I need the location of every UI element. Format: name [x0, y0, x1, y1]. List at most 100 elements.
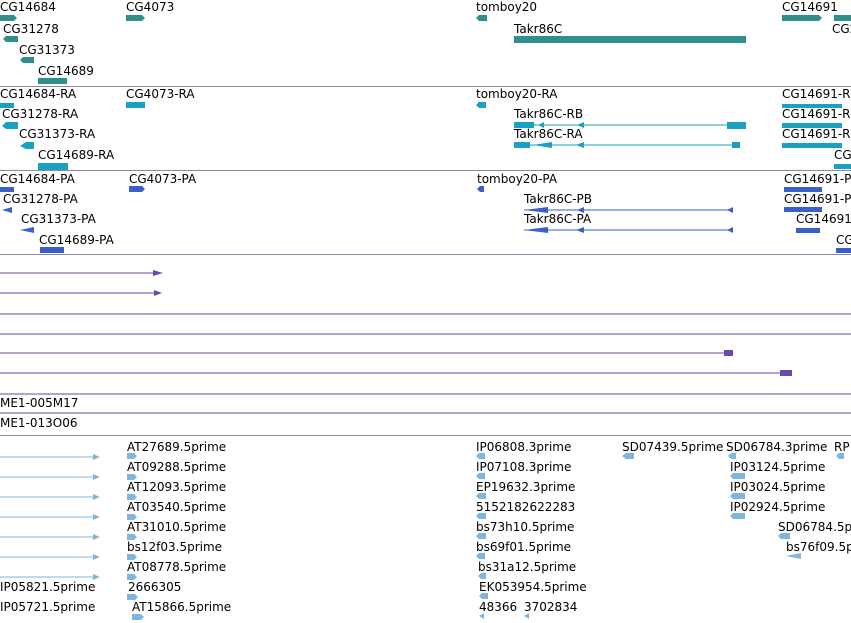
transcript-glyph[interactable] — [577, 122, 584, 128]
protein-glyph[interactable] — [2, 207, 12, 213]
transcript-label[interactable]: CG2 — [834, 148, 851, 162]
protein-glyph[interactable] — [0, 187, 14, 192]
est-label[interactable]: SD06784.3prime — [726, 440, 828, 454]
est-label[interactable]: IP05821.5prime — [0, 580, 96, 594]
alignment-glyph[interactable] — [154, 290, 162, 296]
est-label[interactable]: IP07108.3prime — [476, 460, 572, 474]
gene-label[interactable]: CG14684 — [0, 0, 56, 14]
est-glyph[interactable] — [479, 613, 484, 619]
gene-label[interactable]: CG31373 — [19, 43, 75, 57]
protein-glyph[interactable] — [20, 227, 34, 233]
est-glyph[interactable] — [479, 593, 488, 599]
est-label[interactable]: AT31010.5prime — [127, 520, 227, 534]
protein-glyph[interactable] — [524, 227, 548, 233]
protein-label[interactable]: CG14691 — [796, 212, 851, 226]
est-label[interactable]: bs76f09.5p — [786, 540, 851, 554]
est-glyph[interactable] — [476, 473, 485, 479]
est-glyph[interactable] — [93, 474, 100, 480]
transcript-label[interactable]: CG4073-RA — [126, 87, 195, 101]
est-label[interactable]: IP02924.5prime — [730, 500, 826, 514]
protein-glyph[interactable] — [727, 227, 733, 233]
est-glyph[interactable] — [730, 513, 745, 519]
est-glyph[interactable] — [730, 493, 745, 499]
est-glyph[interactable] — [93, 454, 100, 460]
est-glyph[interactable] — [476, 493, 486, 499]
est-label[interactable]: IP03024.5prime — [730, 480, 826, 494]
est-label[interactable]: AT03540.5prime — [127, 500, 227, 514]
transcript-glyph[interactable] — [38, 163, 68, 170]
est-label[interactable]: AT15866.5prime — [132, 600, 232, 614]
est-label[interactable]: bs69f01.5prime — [476, 540, 572, 554]
est-label[interactable]: IP03124.5prime — [730, 460, 826, 474]
gene-label[interactable]: CG14689 — [38, 64, 94, 78]
est-glyph[interactable] — [524, 613, 529, 619]
est-glyph[interactable] — [127, 494, 137, 500]
protein-glyph[interactable] — [727, 207, 733, 213]
est-glyph[interactable] — [93, 494, 100, 500]
transcript-glyph[interactable] — [538, 122, 544, 128]
est-glyph[interactable] — [728, 453, 736, 459]
alignment-label[interactable]: ME1-005M17 — [0, 396, 79, 410]
protein-label[interactable]: CG4073-PA — [129, 172, 197, 186]
gene-glyph[interactable] — [3, 36, 18, 42]
est-label[interactable]: EK053954.5prime — [479, 580, 587, 594]
est-label[interactable]: IP06808.3prime — [476, 440, 572, 454]
protein-glyph[interactable] — [524, 207, 548, 213]
est-glyph[interactable] — [127, 554, 137, 560]
alignment-glyph[interactable] — [153, 270, 163, 276]
est-glyph[interactable] — [476, 453, 485, 459]
gene-glyph[interactable] — [834, 15, 851, 21]
est-label[interactable]: AT08778.5prime — [127, 560, 227, 574]
gene-glyph[interactable] — [126, 15, 145, 21]
protein-glyph[interactable] — [129, 186, 145, 192]
transcript-label[interactable]: CG14684-RA — [0, 87, 77, 101]
transcript-glyph[interactable] — [732, 142, 740, 148]
transcript-label[interactable]: Takr86C-RA — [514, 127, 583, 141]
est-label[interactable]: 3702834 — [524, 600, 578, 614]
protein-label[interactable]: CG14691-P — [784, 192, 851, 206]
est-label[interactable]: bs73h10.5prime — [476, 520, 575, 534]
protein-glyph[interactable] — [576, 227, 584, 233]
est-glyph[interactable] — [786, 553, 801, 559]
transcript-label[interactable]: tomboy20-RA — [476, 87, 558, 101]
transcript-glyph[interactable] — [514, 142, 530, 148]
est-glyph[interactable] — [730, 473, 745, 479]
protein-label[interactable]: CG14684-PA — [0, 172, 75, 186]
transcript-glyph[interactable] — [20, 142, 34, 149]
protein-label[interactable]: CG31278-PA — [3, 192, 78, 206]
transcript-glyph[interactable] — [727, 122, 746, 129]
est-glyph[interactable] — [622, 453, 634, 459]
protein-label[interactable]: CG — [836, 233, 851, 247]
protein-glyph[interactable] — [784, 187, 822, 192]
transcript-label[interactable]: CG31373-RA — [19, 127, 96, 141]
transcript-glyph[interactable] — [0, 103, 14, 108]
alignment-label[interactable]: ME1-013O06 — [0, 416, 78, 430]
est-label[interactable]: EP19632.3prime — [476, 480, 576, 494]
gene-glyph[interactable] — [0, 15, 17, 21]
transcript-glyph[interactable] — [533, 142, 552, 148]
est-label[interactable]: 48366 — [479, 600, 518, 614]
est-glyph[interactable] — [132, 614, 144, 620]
transcript-label[interactable]: CG14691-R — [782, 127, 851, 141]
protein-label[interactable]: tomboy20-PA — [477, 172, 558, 186]
est-label[interactable]: AT09288.5prime — [127, 460, 227, 474]
transcript-glyph[interactable] — [2, 122, 18, 129]
transcript-label[interactable]: CG31278-RA — [2, 107, 79, 121]
transcript-glyph[interactable] — [782, 123, 842, 128]
protein-label[interactable]: CG14691-P — [784, 172, 851, 186]
gene-label[interactable]: CG4073 — [126, 0, 175, 14]
alignment-glyph[interactable] — [780, 370, 792, 376]
protein-label[interactable]: Takr86C-PA — [524, 212, 592, 226]
est-label[interactable]: SD07439.5prime — [622, 440, 724, 454]
est-glyph[interactable] — [127, 534, 137, 540]
transcript-glyph[interactable] — [476, 102, 486, 108]
transcript-glyph[interactable] — [514, 122, 534, 128]
transcript-label[interactable]: CG14689-RA — [38, 148, 115, 162]
est-label[interactable]: AT27689.5prime — [127, 440, 227, 454]
transcript-label[interactable]: CG14691-R — [782, 87, 851, 101]
gene-glyph[interactable] — [782, 15, 822, 21]
protein-glyph[interactable] — [40, 247, 64, 253]
est-label[interactable]: bs12f03.5prime — [127, 540, 223, 554]
gene-glyph[interactable] — [20, 57, 34, 63]
est-glyph[interactable] — [127, 514, 137, 520]
